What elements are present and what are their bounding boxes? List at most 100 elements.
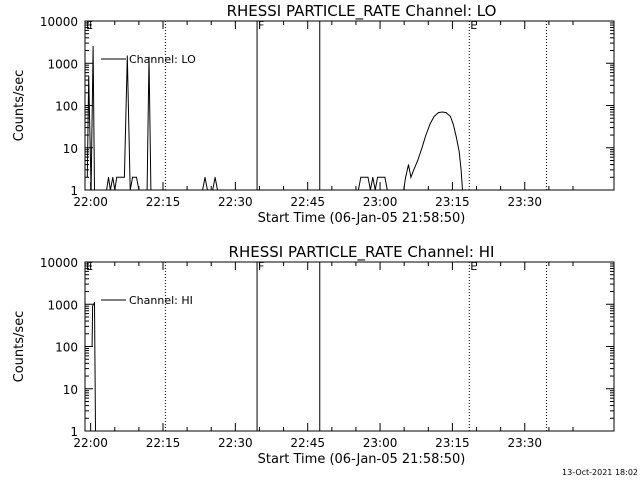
- data-point: [116, 176, 118, 178]
- data-point: [86, 176, 88, 178]
- data-point: [207, 189, 208, 191]
- event-marker-label: F: [258, 19, 264, 32]
- event-marker-label: F: [258, 260, 264, 273]
- y-tick-label: 10000: [40, 15, 78, 29]
- footer-timestamp: 13-Oct-2021 18:02: [562, 468, 638, 477]
- y-tick-label: 100: [55, 341, 78, 355]
- legend-label: Channel: HI: [129, 294, 193, 307]
- y-tick-label: 10: [63, 142, 78, 156]
- data-point: [212, 189, 214, 191]
- y-axis-label: Counts/sec: [12, 70, 27, 142]
- data-point: [462, 189, 463, 191]
- data-point: [94, 302, 95, 303]
- data-point: [136, 176, 137, 178]
- x-tick-label: 22:30: [218, 436, 253, 450]
- chart-title: RHESSI PARTICLE_RATE Channel: LO: [227, 2, 497, 21]
- data-point: [126, 55, 128, 57]
- chart-panel-lo: RHESSI PARTICLE_RATE Channel: LO 22:00 22:…: [12, 2, 615, 226]
- data-point: [429, 123, 431, 125]
- x-tick-label: 23:15: [435, 436, 470, 450]
- plot-frame: [84, 20, 615, 191]
- data-point: [214, 176, 216, 178]
- series-line: [85, 302, 96, 432]
- x-axis-label: Start Time (06-Jan-05 21:58:50): [258, 211, 466, 226]
- data-point: [458, 151, 460, 153]
- data-point: [106, 189, 107, 191]
- data-point: [121, 176, 122, 178]
- y-tick-label: 1000: [47, 57, 78, 71]
- x-tick-label: 23:15: [435, 195, 470, 209]
- data-point: [204, 176, 206, 178]
- data-point: [84, 346, 86, 347]
- x-tick-label: 23:00: [363, 195, 398, 209]
- data-point: [433, 116, 435, 117]
- legend-label: Channel: LO: [129, 53, 196, 66]
- y-tick-label: 10000: [40, 256, 78, 270]
- y-tick-label: 10: [63, 383, 78, 397]
- data-point: [455, 136, 457, 138]
- y-tick-label: 100: [55, 100, 78, 114]
- data-point: [108, 176, 109, 178]
- data-point: [202, 189, 204, 191]
- data-point: [150, 189, 152, 191]
- data-point: [92, 46, 94, 47]
- data-point: [95, 430, 96, 432]
- y-tick-label: 1000: [47, 298, 78, 312]
- data-point: [438, 112, 439, 113]
- data-point: [146, 189, 148, 191]
- data-point: [410, 176, 412, 178]
- data-point: [441, 111, 443, 113]
- data-point: [124, 176, 125, 178]
- x-tick-label: 22:00: [73, 195, 108, 209]
- x-axis-label: Start Time (06-Jan-05 21:58:50): [258, 452, 466, 467]
- data-point: [91, 346, 93, 347]
- chart-panel-hi: RHESSI PARTICLE_RATE Channel: HI 22:00 22:…: [12, 243, 615, 467]
- event-marker-label: E: [86, 260, 93, 273]
- x-tick-label: 22:15: [146, 436, 181, 450]
- data-point: [386, 189, 388, 191]
- data-point: [450, 116, 451, 117]
- x-tick-label: 22:45: [290, 436, 325, 450]
- x-tick-label: 23:30: [507, 195, 542, 209]
- data-point: [358, 189, 359, 191]
- data-point: [421, 147, 423, 149]
- y-tick-label: 1: [70, 425, 78, 439]
- data-point: [94, 189, 95, 191]
- data-point: [453, 124, 454, 126]
- data-point: [88, 75, 90, 77]
- data-point: [90, 189, 92, 191]
- data-point: [405, 176, 406, 178]
- x-tick-label: 22:15: [146, 195, 181, 209]
- data-point: [114, 189, 116, 191]
- data-point: [425, 134, 427, 136]
- series-line: [86, 46, 463, 191]
- data-point: [413, 169, 415, 171]
- data-point: [384, 176, 386, 178]
- plot-frame: [84, 261, 615, 432]
- y-axis-label: Counts/sec: [12, 311, 27, 383]
- data-point: [417, 160, 419, 161]
- event-marker-label: E: [470, 19, 477, 32]
- data-point: [445, 112, 447, 113]
- chart-title: RHESSI PARTICLE_RATE Channel: HI: [229, 243, 495, 262]
- data-point: [360, 176, 362, 178]
- data-point: [132, 176, 134, 178]
- data-point: [148, 56, 150, 58]
- data-point: [408, 164, 409, 166]
- event-marker-label: E: [470, 260, 477, 273]
- data-point: [112, 176, 114, 178]
- data-point: [129, 189, 131, 191]
- data-point: [372, 176, 374, 178]
- data-point: [460, 169, 462, 171]
- x-tick-label: 22:30: [218, 195, 253, 209]
- data-point: [92, 305, 93, 307]
- data-point: [370, 189, 371, 191]
- data-point: [367, 176, 369, 178]
- data-point: [403, 189, 405, 191]
- data-point: [377, 176, 378, 178]
- data-point: [374, 189, 376, 191]
- x-tick-label: 23:30: [507, 436, 542, 450]
- event-marker-label: E: [86, 19, 93, 32]
- x-tick-label: 22:45: [290, 195, 325, 209]
